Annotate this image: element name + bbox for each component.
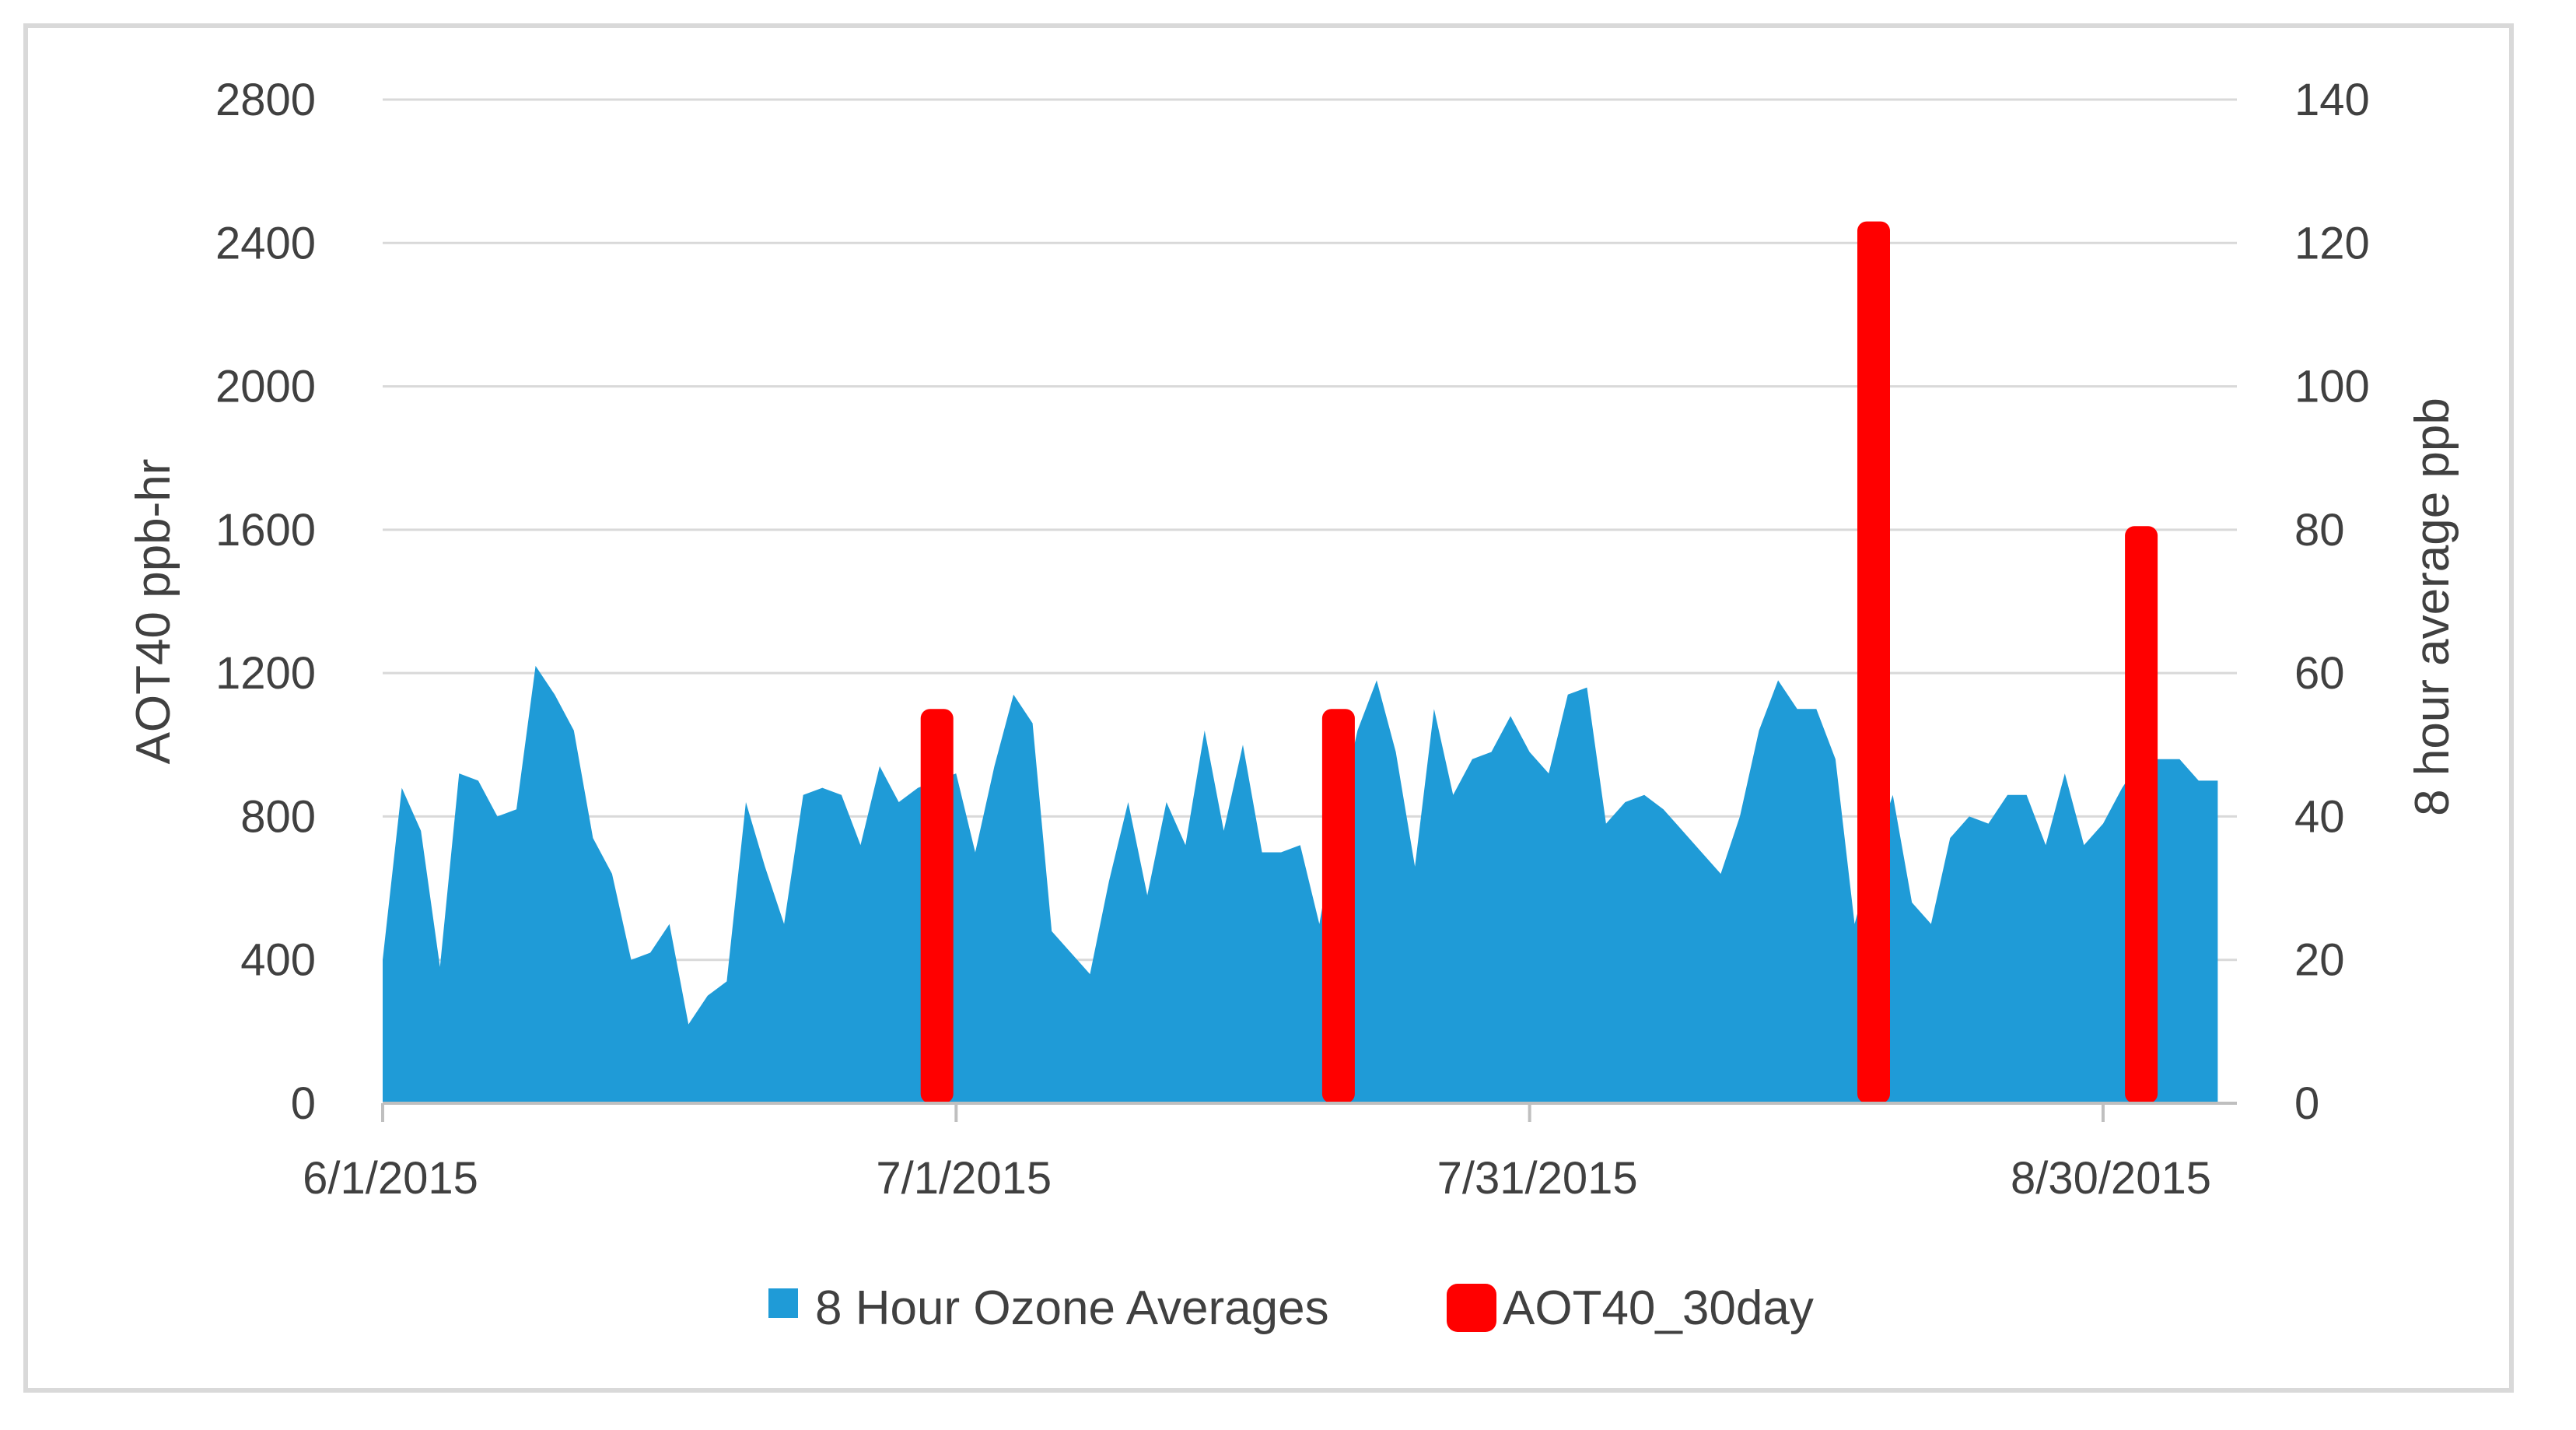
y-right-tick-label: 40 bbox=[2294, 791, 2345, 842]
aot40-bar-8/18/2015 bbox=[1857, 221, 1890, 1104]
x-tick-label: 6/1/2015 bbox=[303, 1153, 478, 1204]
y-left-tick-label: 1600 bbox=[215, 505, 316, 556]
aot40-bar-6/30/2015 bbox=[920, 709, 954, 1103]
legend: 8 Hour Ozone Averages AOT40_30day bbox=[768, 1281, 1814, 1335]
legend-label-aot40: AOT40_30day bbox=[1503, 1281, 1814, 1335]
y-left-axis-title: AOT40 ppb-hr bbox=[127, 459, 180, 765]
aot40-bar-7/21/2015 bbox=[1321, 709, 1355, 1103]
aot40-bar-9/1/2015 bbox=[2125, 526, 2158, 1103]
y-right-tick-label: 20 bbox=[2294, 935, 2345, 986]
y-right-tick-label: 60 bbox=[2294, 648, 2345, 699]
y-left-tick-label: 800 bbox=[240, 791, 316, 842]
y-right-axis-title: 8 hour average ppb bbox=[2406, 398, 2459, 816]
y-left-tick-label: 400 bbox=[240, 935, 316, 986]
y-left-tick-label: 2800 bbox=[215, 75, 316, 125]
y-right-tick-label: 140 bbox=[2294, 75, 2370, 125]
y-left-tick-label: 1200 bbox=[215, 648, 316, 699]
y-left-tick-label: 2400 bbox=[215, 218, 316, 268]
y-right-tick-label: 80 bbox=[2294, 505, 2345, 556]
ozone-area-layer bbox=[383, 665, 2218, 1103]
x-tick-label: 8/30/2015 bbox=[2011, 1153, 2211, 1204]
y-left-tick-label: 0 bbox=[291, 1078, 316, 1129]
aot40-bars-layer bbox=[920, 221, 2158, 1104]
y-right-tick-label: 100 bbox=[2294, 362, 2370, 412]
x-tick-label: 7/31/2015 bbox=[1437, 1153, 1638, 1204]
chart-frame bbox=[23, 23, 2514, 1393]
y-left-tick-label: 2000 bbox=[215, 362, 316, 412]
ozone-area bbox=[383, 665, 2218, 1103]
legend-label-ozone: 8 Hour Ozone Averages bbox=[815, 1281, 1329, 1335]
legend-swatch-aot40 bbox=[1447, 1284, 1496, 1332]
y-right-tick-label: 0 bbox=[2294, 1078, 2319, 1129]
y-right-tick-label: 120 bbox=[2294, 218, 2370, 268]
x-tick-label: 7/1/2015 bbox=[876, 1153, 1052, 1204]
tick-labels: 0 400 800 1200 1600 2000 2400 2800 0 20 40 60 80 100 1… bbox=[215, 75, 2370, 1204]
legend-swatch-ozone bbox=[768, 1288, 798, 1318]
